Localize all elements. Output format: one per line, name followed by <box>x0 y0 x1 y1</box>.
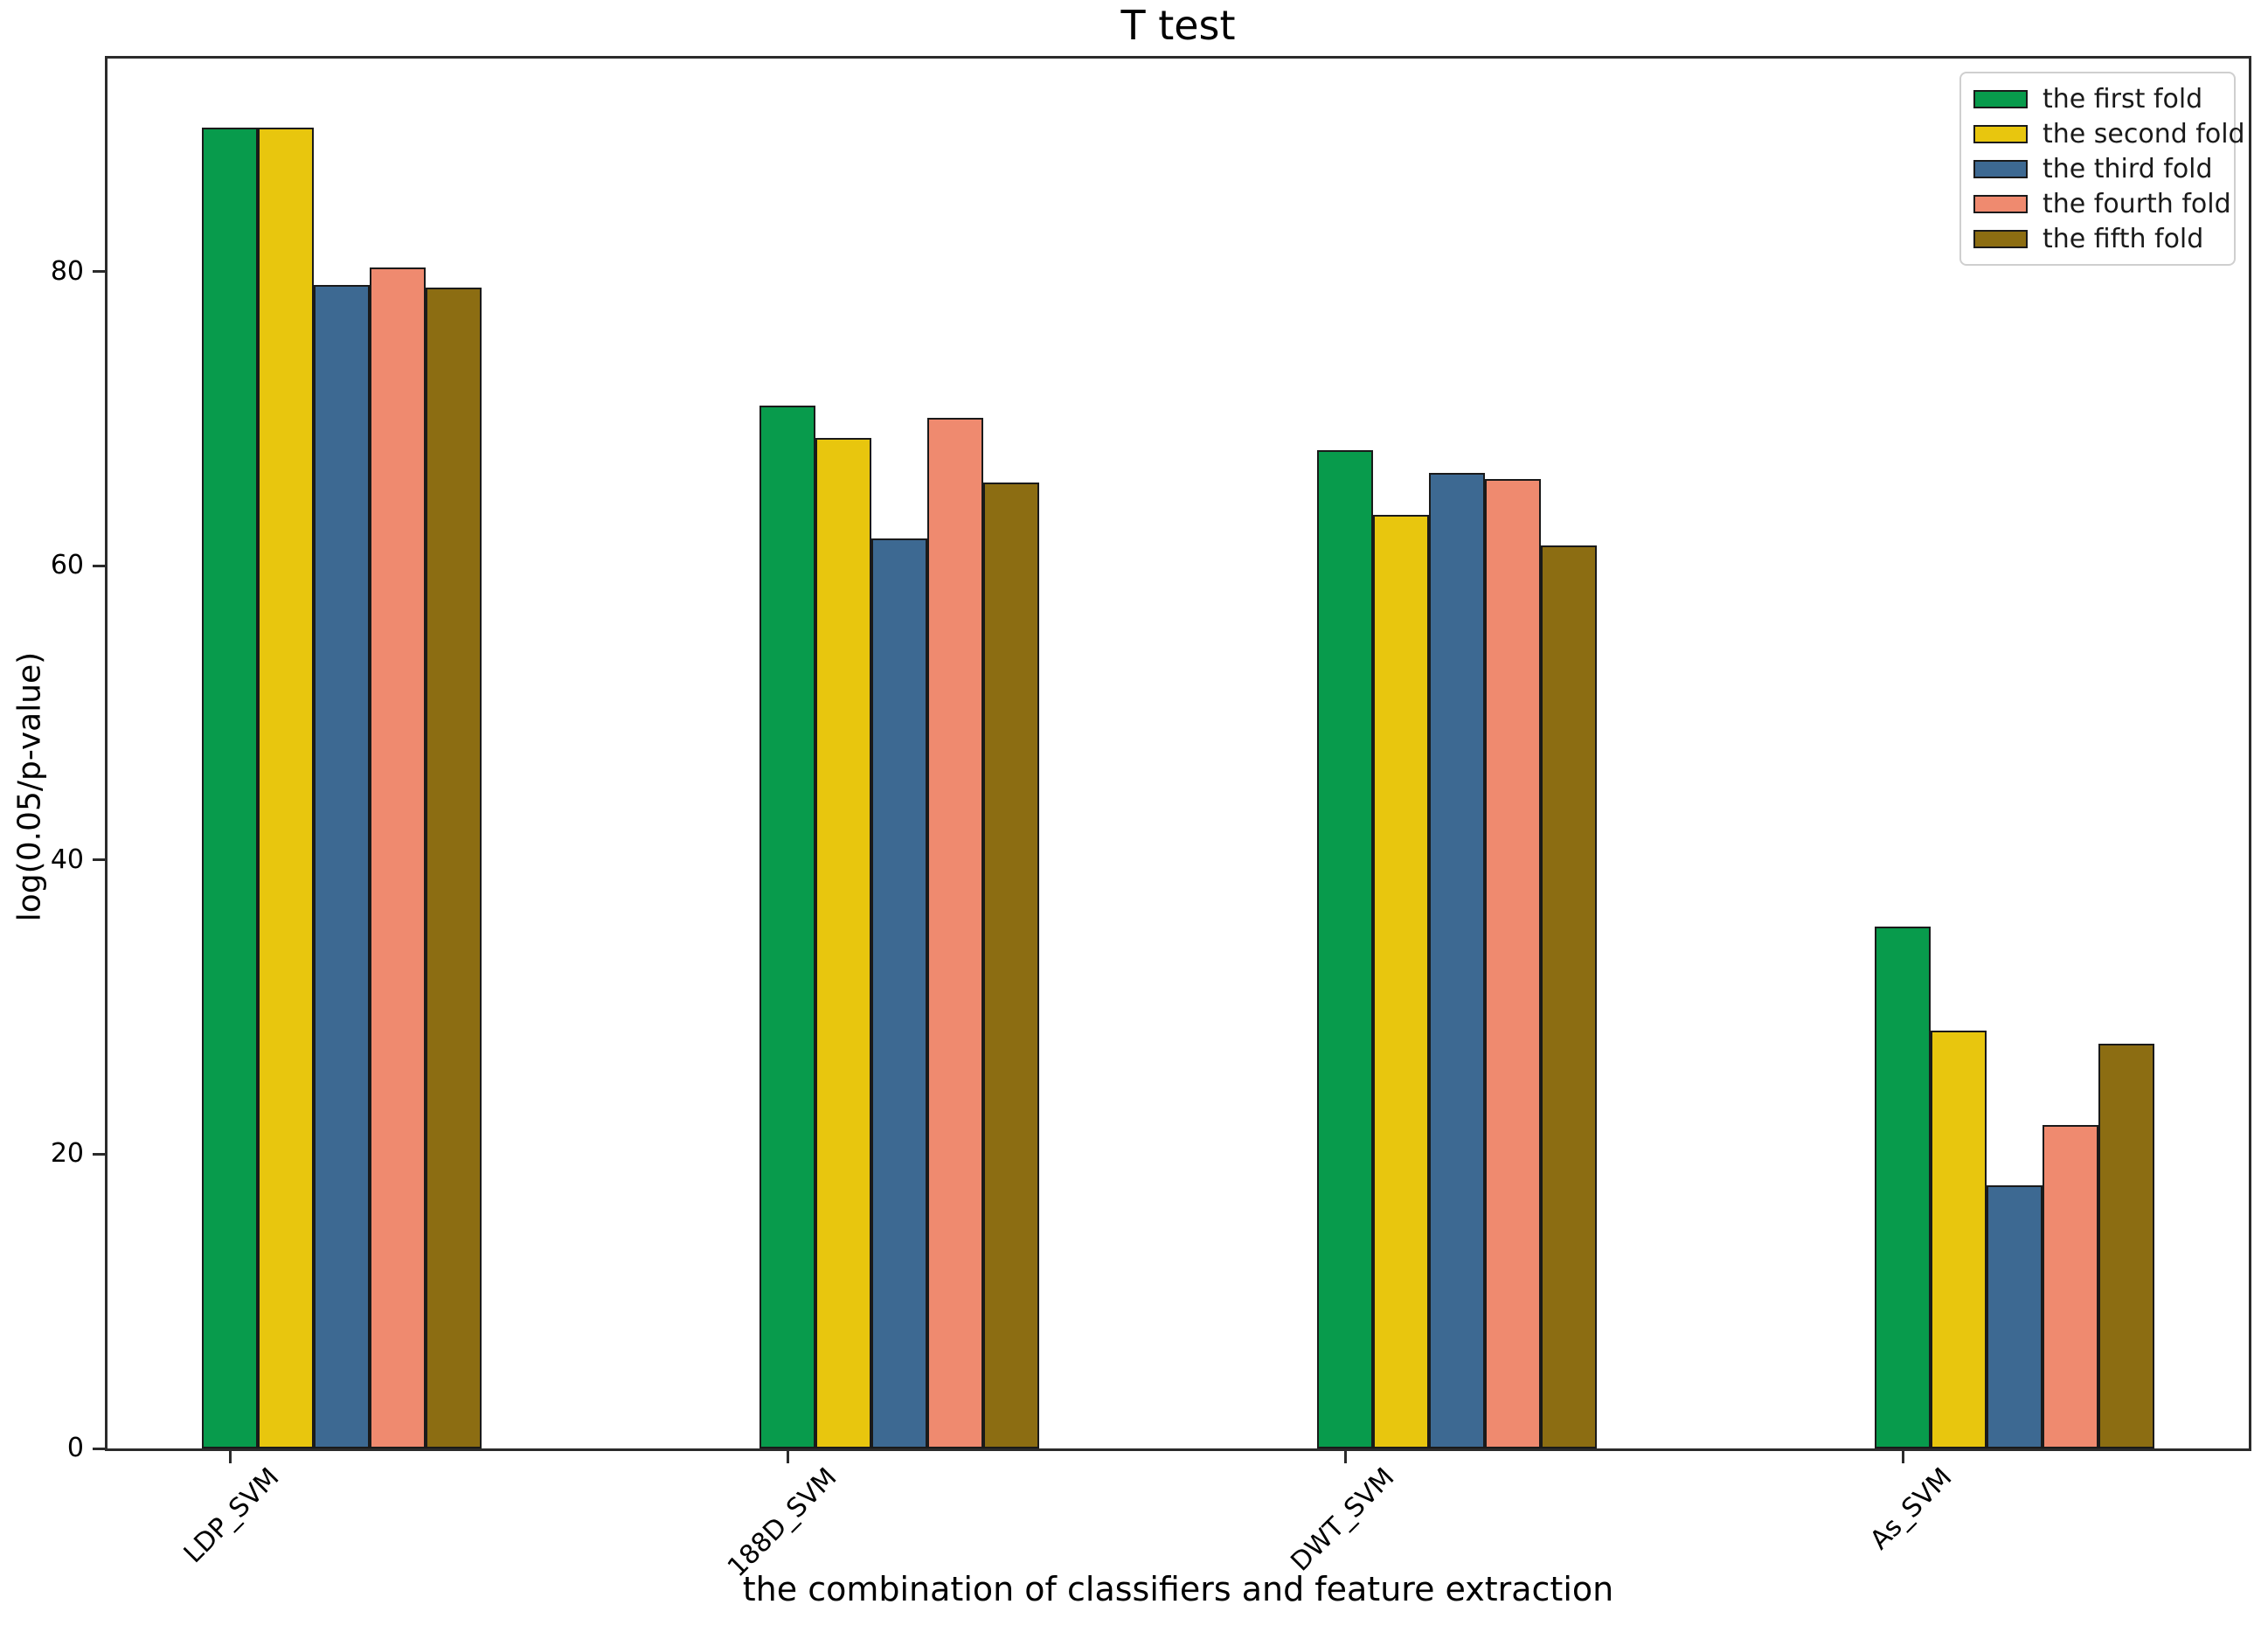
legend-color-swatch-icon <box>1973 89 2028 108</box>
x-tick-label-As_SVM: As_SVM <box>1864 1462 1959 1556</box>
plot-area <box>105 56 2251 1451</box>
chart-title: T test <box>1120 2 1236 49</box>
legend-label: the second fold <box>2043 118 2245 149</box>
y-tick-label: 80 <box>50 255 84 287</box>
legend-color-swatch-icon <box>1973 229 2028 248</box>
legend-item: the third fold <box>1973 151 2222 186</box>
bar-the-first-fold-DWT_SVM <box>1317 450 1373 1448</box>
legend-item: the first fold <box>1973 81 2222 116</box>
x-tick-mark <box>1901 1451 1904 1463</box>
x-tick-label-DWT_SVM: DWT_SVM <box>1285 1462 1401 1578</box>
bar-the-second-fold-188D_SVM <box>815 438 871 1448</box>
x-tick-label-188D_SVM: 188D_SVM <box>721 1462 843 1584</box>
legend-label: the first fold <box>2043 83 2203 115</box>
bar-the-fifth-fold-LDP_SVM <box>426 288 482 1448</box>
bar-the-fifth-fold-DWT_SVM <box>1541 545 1597 1448</box>
legend-label: the fifth fold <box>2043 223 2204 254</box>
y-tick-label: 40 <box>50 844 84 875</box>
y-tick-mark <box>93 1152 105 1156</box>
x-axis-label: the combination of classifiers and featu… <box>742 1570 1614 1608</box>
bar-the-fourth-fold-LDP_SVM <box>370 267 426 1448</box>
bar-the-second-fold-LDP_SVM <box>258 128 314 1448</box>
legend-label: the fourth fold <box>2043 188 2231 219</box>
bar-the-fifth-fold-188D_SVM <box>983 483 1039 1448</box>
bar-the-fourth-fold-As_SVM <box>2043 1125 2098 1448</box>
y-tick-mark <box>93 270 105 274</box>
y-tick-mark <box>93 858 105 862</box>
bar-the-third-fold-188D_SVM <box>871 538 927 1448</box>
legend-item: the fifth fold <box>1973 221 2222 256</box>
x-tick-label-LDP_SVM: LDP_SVM <box>177 1462 286 1570</box>
bar-the-second-fold-DWT_SVM <box>1373 515 1429 1448</box>
bar-the-fourth-fold-DWT_SVM <box>1485 479 1541 1448</box>
x-tick-mark <box>786 1451 789 1463</box>
y-tick-label: 0 <box>66 1433 84 1463</box>
bar-the-first-fold-As_SVM <box>1875 927 1931 1448</box>
bar-the-third-fold-As_SVM <box>1987 1185 2043 1448</box>
legend-item: the second fold <box>1973 116 2245 151</box>
y-tick-mark <box>93 564 105 567</box>
bar-the-fourth-fold-188D_SVM <box>927 418 983 1448</box>
y-axis-label: log(0.05/p-value) <box>11 651 48 922</box>
legend-color-swatch-icon <box>1973 194 2028 213</box>
bar-the-first-fold-LDP_SVM <box>202 128 258 1448</box>
bar-the-third-fold-DWT_SVM <box>1429 473 1485 1448</box>
bar-the-first-fold-188D_SVM <box>759 406 815 1448</box>
bar-the-fifth-fold-As_SVM <box>2098 1044 2154 1448</box>
legend-color-swatch-icon <box>1973 124 2028 143</box>
y-tick-label: 20 <box>50 1138 84 1170</box>
legend-label: the third fold <box>2043 153 2213 184</box>
bar-the-third-fold-LDP_SVM <box>314 285 370 1448</box>
x-tick-mark <box>1343 1451 1347 1463</box>
bar-the-second-fold-As_SVM <box>1931 1031 1987 1448</box>
bars-layer <box>108 59 2249 1448</box>
y-tick-label: 60 <box>50 550 84 581</box>
y-tick-mark <box>93 1447 105 1450</box>
legend-item: the fourth fold <box>1973 186 2231 221</box>
x-tick-mark <box>228 1451 232 1463</box>
legend: the first fold the second fold the third f… <box>1959 72 2245 266</box>
legend-color-swatch-icon <box>1973 159 2028 178</box>
